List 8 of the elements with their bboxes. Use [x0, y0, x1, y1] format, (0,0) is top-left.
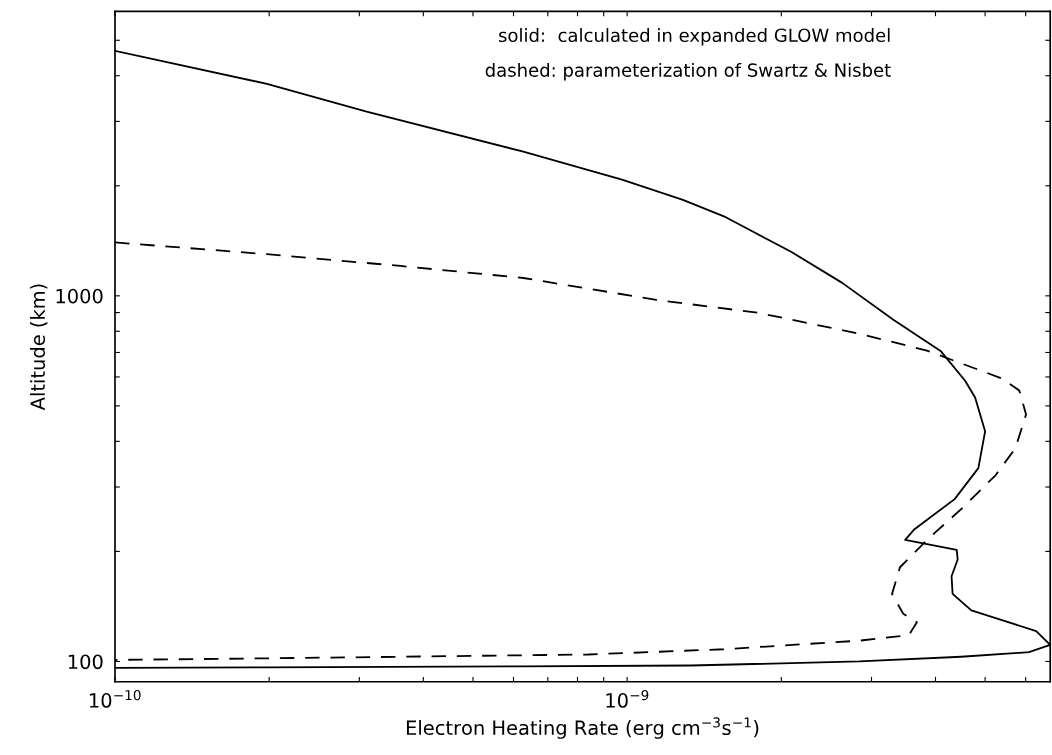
x-tick-label: 10$^{−10}$	[89, 689, 141, 708]
x-axis-title: Electron Heating Rate (erg cm$^{−3}$s$^{−1}$)	[406, 717, 759, 739]
y-tick-label: 1000	[56, 288, 103, 304]
annotation: solid: calculated in expanded GLOW model	[499, 28, 890, 46]
y-tick-label: 100	[68, 654, 103, 670]
y-axis-title: Altitude (km)	[30, 284, 48, 411]
x-tick-label: 10$^{−9}$	[606, 689, 649, 708]
annotation: dashed: parameterization of Swartz & Nisbet	[485, 62, 891, 81]
